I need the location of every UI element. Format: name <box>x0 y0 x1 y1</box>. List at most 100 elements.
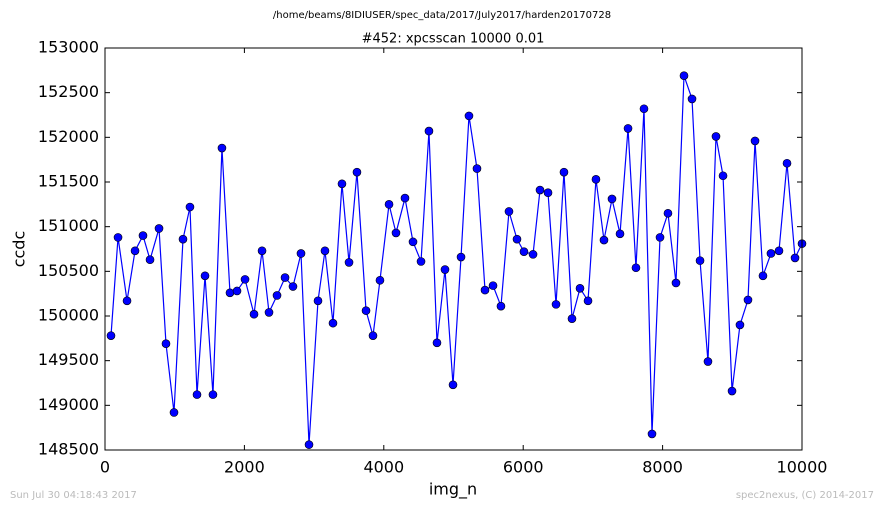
data-point <box>257 246 267 256</box>
y-axis-label: ccdc <box>10 231 29 268</box>
data-point <box>272 291 282 300</box>
data-point <box>583 296 593 306</box>
y-tick-label: 152000 <box>38 127 99 146</box>
data-point <box>400 193 410 203</box>
data-point <box>113 233 123 242</box>
chart-title: #452: xpcsscan 10000 0.01 <box>362 32 545 47</box>
data-point <box>671 278 681 288</box>
data-point <box>472 164 482 173</box>
data-point <box>567 314 577 323</box>
data-point <box>280 273 290 282</box>
data-point <box>591 175 601 184</box>
data-point <box>790 253 800 263</box>
data-point <box>743 295 753 305</box>
data-point <box>154 224 164 233</box>
x-tick-label: 4000 <box>363 458 404 477</box>
data-point <box>687 94 697 104</box>
data-point <box>464 111 474 121</box>
data-point <box>735 320 745 330</box>
data-point <box>559 167 569 177</box>
data-point <box>448 380 458 390</box>
x-tick-label: 6000 <box>503 458 544 477</box>
y-tick-label: 148500 <box>38 440 99 459</box>
credit: spec2nexus, (C) 2014-2017 <box>736 490 874 501</box>
y-tick-label: 151000 <box>38 216 99 235</box>
data-point <box>240 275 250 284</box>
data-point <box>599 235 609 245</box>
data-point <box>304 440 314 449</box>
data-point <box>480 285 490 295</box>
data-point <box>178 234 188 244</box>
y-tick-label: 149500 <box>38 350 99 369</box>
data-point <box>416 257 426 266</box>
data-point <box>703 357 713 366</box>
data-point <box>288 282 298 291</box>
data-point <box>543 188 553 198</box>
y-tick-label: 151500 <box>38 172 99 191</box>
data-point <box>519 247 529 256</box>
data-point <box>192 390 202 399</box>
data-point <box>264 308 274 317</box>
y-tick-label: 150500 <box>38 261 99 280</box>
data-point <box>200 271 210 281</box>
data-point <box>758 271 768 281</box>
data-point <box>217 143 227 153</box>
data-point <box>185 202 195 212</box>
data-point <box>328 318 338 328</box>
data-point <box>122 296 132 306</box>
data-point <box>782 158 792 168</box>
data-point <box>225 288 235 298</box>
data-point <box>631 263 641 273</box>
data-point <box>750 136 760 146</box>
data-point <box>663 208 673 218</box>
data-point <box>432 338 442 348</box>
data-point <box>337 179 347 189</box>
data-point <box>424 126 434 136</box>
y-tick-label: 149000 <box>38 395 99 414</box>
data-point <box>145 255 155 265</box>
data-point <box>296 249 306 258</box>
data-point <box>352 167 362 177</box>
data-point <box>679 71 689 80</box>
x-tick-label: 2000 <box>224 458 265 477</box>
data-point <box>575 284 585 293</box>
x-tick-label: 10000 <box>777 458 828 477</box>
data-point <box>528 250 538 259</box>
data-point <box>375 275 385 285</box>
data-point <box>727 386 737 396</box>
data-point <box>615 229 625 239</box>
data-point <box>344 258 354 267</box>
data-point <box>384 200 394 209</box>
data-point <box>249 309 259 319</box>
data-point <box>711 132 721 141</box>
data-point <box>138 231 148 240</box>
data-point <box>391 228 401 238</box>
x-tick-label: 0 <box>100 458 110 477</box>
data-point <box>320 246 330 256</box>
data-point <box>130 246 140 256</box>
data-point <box>161 339 171 348</box>
data-point <box>232 286 242 296</box>
data-point <box>607 194 617 204</box>
data-point <box>368 331 378 340</box>
data-point <box>766 249 776 258</box>
data-line <box>110 75 803 445</box>
x-axis-label: img_n <box>429 480 477 500</box>
plot-frame <box>104 47 803 451</box>
data-point <box>361 306 371 315</box>
y-tick-label: 150000 <box>38 306 99 325</box>
data-point <box>512 234 522 244</box>
data-point <box>208 390 218 399</box>
data-point <box>647 429 657 439</box>
y-tick-label: 152500 <box>38 82 99 101</box>
data-point <box>695 256 705 265</box>
data-point <box>655 233 665 242</box>
timestamp: Sun Jul 30 04:18:43 2017 <box>10 490 137 501</box>
data-point <box>440 265 450 274</box>
data-point <box>408 237 418 247</box>
data-point <box>456 252 466 262</box>
suptitle: /home/beams/8IDIUSER/spec_data/2017/July… <box>273 10 611 21</box>
data-point <box>496 301 506 311</box>
data-point <box>623 124 633 133</box>
